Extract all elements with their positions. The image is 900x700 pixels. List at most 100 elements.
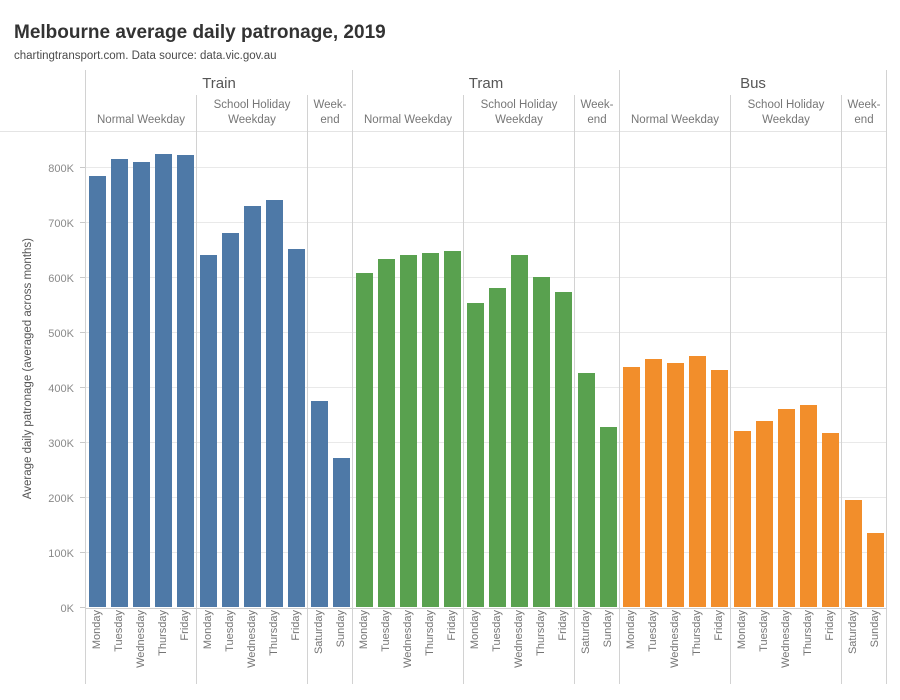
bar-tram-school-holiday-weekday-friday[interactable]: [554, 292, 572, 607]
day-label-cell: Friday: [285, 607, 307, 684]
bar-train-normal-weekday-tuesday[interactable]: [110, 159, 128, 607]
day-label: Wednesday: [780, 610, 792, 668]
bar-bus-school-holiday-weekday-thursday[interactable]: [799, 404, 817, 607]
bar-tram-normal-weekday-wednesday[interactable]: [399, 255, 417, 607]
day-label: Tuesday: [380, 610, 392, 652]
subpanel-bus-weekend: Week-end Saturday Sunday: [841, 95, 886, 684]
day-label-cell: Friday: [174, 607, 196, 684]
day-label: Tuesday: [758, 610, 770, 652]
bar-train-normal-weekday-wednesday[interactable]: [132, 161, 150, 607]
bar-bus-week-end-saturday[interactable]: [844, 500, 862, 607]
bar-group: [86, 131, 196, 607]
subpanel-header: Normal Weekday: [97, 113, 185, 126]
day-label: Wednesday: [402, 610, 414, 668]
bar-cell: [842, 131, 864, 607]
bar-tram-normal-weekday-thursday[interactable]: [421, 253, 439, 607]
bar-tram-school-holiday-weekday-wednesday[interactable]: [510, 255, 528, 607]
bar-bus-normal-weekday-tuesday[interactable]: [644, 358, 662, 607]
day-label: Monday: [625, 610, 637, 650]
y-axis: 0K 100K 200K 300K 400K 500K 600K 700K 800K: [0, 131, 85, 615]
gridline: [85, 222, 887, 224]
day-labels: Monday Tuesday Wednesday Thursday Friday: [464, 607, 574, 684]
bar-cell: [241, 131, 263, 607]
day-label-cell: Thursday: [263, 607, 285, 684]
bar-train-school-holiday-weekday-wednesday[interactable]: [243, 205, 261, 607]
bar-bus-school-holiday-weekday-monday[interactable]: [733, 431, 751, 607]
bar-cell: [597, 131, 619, 607]
bar-bus-week-end-sunday[interactable]: [866, 532, 884, 607]
day-label-cell: Monday: [86, 607, 108, 684]
bar-group: [308, 131, 352, 607]
bar-train-normal-weekday-monday[interactable]: [88, 175, 106, 607]
bar-tram-school-holiday-weekday-thursday[interactable]: [532, 276, 550, 607]
bar-cell: [819, 131, 841, 607]
bar-cell: [753, 131, 775, 607]
day-label-cell: Sunday: [864, 607, 886, 684]
y-tick-mark: [80, 167, 85, 169]
day-label: Thursday: [691, 610, 703, 656]
subpanel-tram-weekend: Week-end Saturday Sunday: [574, 95, 619, 684]
bar-train-normal-weekday-friday[interactable]: [176, 155, 194, 607]
bar-cell: [353, 131, 375, 607]
gridline: [85, 167, 887, 169]
bar-tram-week-end-sunday[interactable]: [599, 427, 617, 607]
bar-cell: [731, 131, 753, 607]
panel-train: Train Normal Weekday Monday Tuesday Wednes…: [85, 70, 352, 684]
bar-bus-normal-weekday-thursday[interactable]: [688, 356, 706, 607]
day-label: Sunday: [869, 610, 881, 648]
y-tick-label: 600K: [48, 273, 74, 286]
bar-train-school-holiday-weekday-tuesday[interactable]: [221, 233, 239, 607]
day-label-cell: Wednesday: [241, 607, 263, 684]
bar-tram-school-holiday-weekday-monday[interactable]: [466, 302, 484, 607]
bar-train-school-holiday-weekday-thursday[interactable]: [265, 200, 283, 607]
day-label: Saturday: [580, 610, 592, 655]
day-labels: Monday Tuesday Wednesday Thursday Friday: [353, 607, 463, 684]
subpanel-train-weekend: Week-end Saturday Sunday: [307, 95, 352, 684]
day-label-cell: Friday: [552, 607, 574, 684]
y-tick-label: 0K: [60, 603, 74, 615]
bar-tram-normal-weekday-monday[interactable]: [355, 272, 373, 607]
bar-group: [353, 131, 463, 607]
bar-tram-normal-weekday-tuesday[interactable]: [377, 259, 395, 607]
panel-tram-header: Tram: [468, 75, 504, 92]
day-label: Friday: [179, 610, 191, 641]
bar-cell: [308, 131, 330, 607]
bar-train-school-holiday-weekday-friday[interactable]: [287, 248, 305, 607]
bar-train-week-end-saturday[interactable]: [310, 400, 328, 607]
bar-tram-week-end-saturday[interactable]: [577, 373, 595, 607]
bar-bus-normal-weekday-monday[interactable]: [622, 367, 640, 607]
bar-cell: [486, 131, 508, 607]
day-label-cell: Wednesday: [130, 607, 152, 684]
subpanel-header: Week-end: [580, 99, 614, 126]
bar-tram-school-holiday-weekday-tuesday[interactable]: [488, 288, 506, 607]
day-label: Friday: [713, 610, 725, 641]
day-label-cell: Thursday: [797, 607, 819, 684]
bar-cell: [575, 131, 597, 607]
bar-bus-school-holiday-weekday-wednesday[interactable]: [777, 408, 795, 607]
day-label-cell: Wednesday: [664, 607, 686, 684]
day-label: Friday: [446, 610, 458, 641]
subpanel-header: Week-end: [313, 99, 347, 126]
day-label: Friday: [290, 610, 302, 641]
y-tick-mark: [80, 387, 85, 389]
bar-bus-school-holiday-weekday-friday[interactable]: [821, 433, 839, 607]
gridline: [85, 277, 887, 279]
day-label-cell: Monday: [620, 607, 642, 684]
bar-cell: [708, 131, 730, 607]
bar-train-normal-weekday-thursday[interactable]: [154, 153, 172, 607]
bar-cell: [86, 131, 108, 607]
day-label: Sunday: [335, 610, 347, 648]
bar-cell: [508, 131, 530, 607]
bar-train-week-end-sunday[interactable]: [332, 457, 350, 607]
day-label-cell: Thursday: [152, 607, 174, 684]
subpanel-header: Week-end: [847, 99, 881, 126]
bar-cell: [864, 131, 886, 607]
bar-bus-normal-weekday-friday[interactable]: [710, 369, 728, 607]
y-tick-mark: [80, 552, 85, 554]
bar-bus-normal-weekday-wednesday[interactable]: [666, 363, 684, 607]
bar-bus-school-holiday-weekday-tuesday[interactable]: [755, 421, 773, 607]
bar-tram-normal-weekday-friday[interactable]: [443, 250, 461, 607]
bar-train-school-holiday-weekday-monday[interactable]: [199, 255, 217, 607]
y-tick-label: 300K: [48, 438, 74, 451]
day-label: Saturday: [847, 610, 859, 655]
